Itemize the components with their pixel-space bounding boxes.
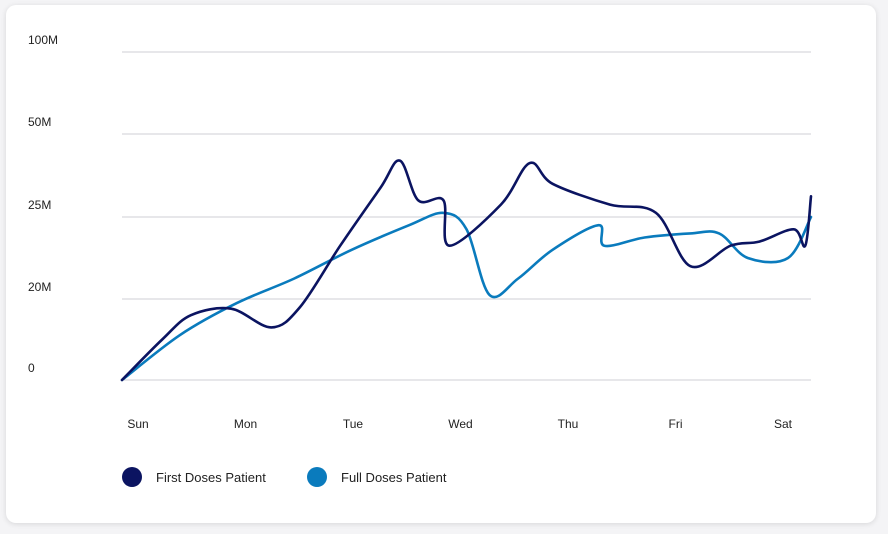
series-line-first-doses — [120, 159, 813, 382]
x-tick-label: Sat — [774, 417, 793, 431]
y-tick-label: 20M — [28, 280, 51, 294]
x-tick-label: Wed — [448, 417, 472, 431]
x-tick-label: Sun — [127, 417, 148, 431]
legend-label: First Doses Patient — [156, 470, 266, 485]
series-line-full-doses — [120, 211, 813, 382]
x-tick-label: Fri — [669, 417, 683, 431]
legend-swatch — [307, 467, 327, 487]
chart-card — [6, 5, 876, 523]
x-tick-label: Thu — [558, 417, 579, 431]
y-tick-label: 50M — [28, 115, 51, 129]
x-tick-label: Mon — [234, 417, 257, 431]
y-tick-label: 100M — [28, 33, 58, 47]
y-tick-label: 25M — [28, 198, 51, 212]
x-tick-label: Tue — [343, 417, 364, 431]
legend-swatch — [122, 467, 142, 487]
legend-label: Full Doses Patient — [341, 470, 447, 485]
y-tick-label: 0 — [28, 361, 35, 375]
